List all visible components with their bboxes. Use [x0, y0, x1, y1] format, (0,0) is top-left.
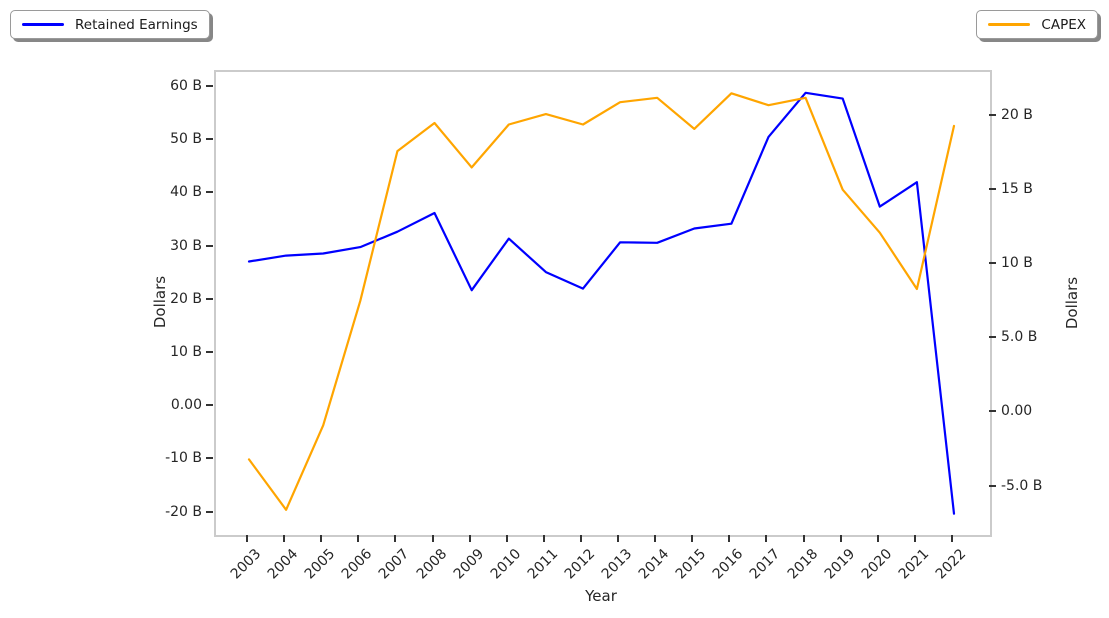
x-axis-tick	[357, 535, 360, 542]
left-axis-tick-label: 50 B	[170, 131, 202, 148]
x-axis-tick	[394, 535, 397, 542]
right-axis-tick	[989, 262, 996, 265]
series-line-retained-earnings	[247, 91, 956, 515]
right-axis-tick	[989, 114, 996, 117]
x-axis-tick	[913, 535, 916, 542]
right-axis-tick-label: -5.0 B	[1001, 477, 1043, 494]
right-axis-tick-label: 10 B	[1001, 255, 1033, 272]
right-axis-tick-label: 0.00	[1001, 403, 1033, 420]
x-axis-tick	[654, 535, 657, 542]
x-axis-tick	[876, 535, 879, 542]
x-axis-tick	[246, 535, 249, 542]
legend-capex: CAPEX	[976, 10, 1098, 39]
legend-retained-earnings: Retained Earnings	[10, 10, 210, 39]
legend-retained-earnings-label: Retained Earnings	[75, 16, 198, 33]
right-axis-tick-label: 5.0 B	[1001, 329, 1038, 346]
left-axis-tick-label: 30 B	[170, 237, 202, 254]
x-axis-tick	[283, 535, 286, 542]
left-axis-tick	[206, 191, 213, 194]
x-axis-tick	[617, 535, 620, 542]
right-axis-tick	[989, 410, 996, 413]
series-lines	[247, 91, 956, 515]
x-axis-tick	[468, 535, 471, 542]
right-axis-tick	[989, 336, 996, 339]
left-axis-tick-label: 60 B	[170, 77, 202, 94]
left-axis-tick	[206, 297, 213, 300]
plot-area	[214, 70, 992, 537]
x-axis-tick	[542, 535, 545, 542]
x-axis-tick	[431, 535, 434, 542]
left-axis-tick	[206, 510, 213, 513]
left-axis-tick	[206, 404, 213, 407]
left-axis-tick	[206, 138, 213, 141]
left-axis-tick-label: 20 B	[170, 290, 202, 307]
right-axis-tick-label: 15 B	[1001, 181, 1033, 198]
x-axis-tick	[951, 535, 953, 542]
left-axis-tick	[206, 244, 213, 247]
left-axis-tick	[206, 84, 213, 87]
x-axis-tick	[765, 535, 768, 542]
right-axis-tick-label: 20 B	[1001, 107, 1033, 124]
x-axis-tick	[505, 535, 508, 542]
left-axis-tick	[206, 351, 213, 354]
right-axis-tick	[989, 484, 996, 487]
x-axis-title: Year	[585, 587, 617, 605]
left-axis-tick-label: 10 B	[170, 344, 202, 361]
x-axis-tick	[728, 535, 731, 542]
retained-earnings-line-sample-icon	[22, 23, 64, 26]
legend-capex-label: CAPEX	[1041, 16, 1086, 33]
x-axis-tick	[320, 535, 323, 542]
left-axis-tick	[206, 457, 213, 460]
left-axis-tick-label: -20 B	[165, 503, 202, 520]
x-axis-tick	[839, 535, 842, 542]
left-axis-tick-label: 40 B	[170, 184, 202, 201]
right-axis-tick	[989, 188, 996, 191]
series-line-capex	[247, 92, 956, 511]
x-axis-tick	[691, 535, 694, 542]
x-axis-tick	[579, 535, 582, 542]
x-axis-tick	[802, 535, 805, 542]
left-axis-tick-label: 0.00	[170, 397, 202, 414]
left-axis-tick-label: -10 B	[165, 450, 202, 467]
capex-line-sample-icon	[988, 23, 1031, 26]
